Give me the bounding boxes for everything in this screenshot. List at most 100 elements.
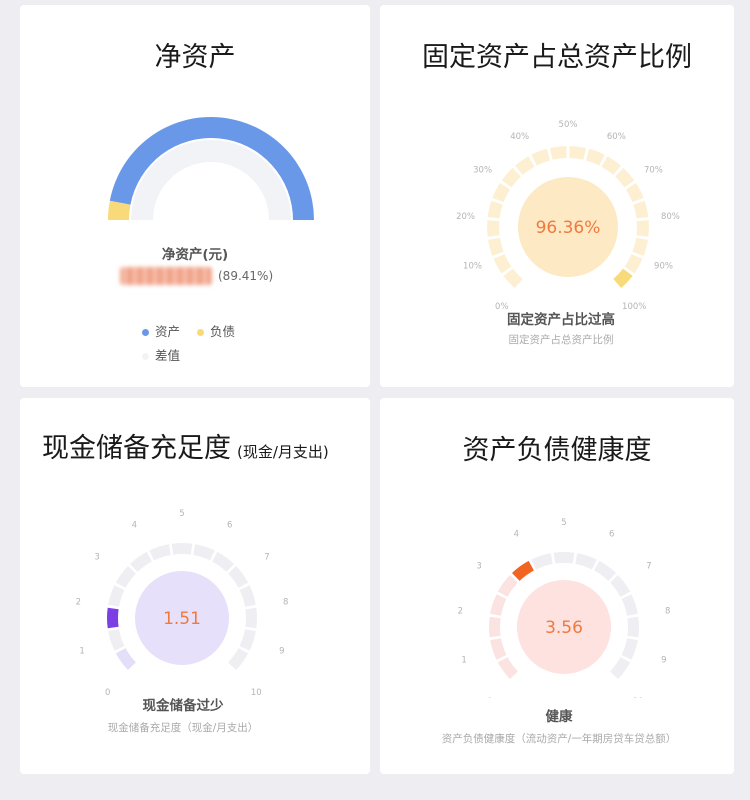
legend-item-difference[interactable]: 差值 — [142, 345, 180, 364]
fixed-ratio-tick-label: 0% — [495, 302, 509, 312]
net-assets-value-row: (89.41%) — [20, 267, 370, 289]
cash-reserve-tick-label: 8 — [283, 598, 288, 608]
fixed-ratio-tick-label: 80% — [661, 212, 680, 222]
cash-reserve-status: 现金储备过少 — [142, 698, 224, 714]
cash-reserve-tick-label: 2 — [76, 598, 81, 608]
fixed-assets-ratio-card: 固定资产占总资产比例 0% 10% 20% 30% 40% 50% 60% 70% 80% 90%… — [380, 5, 734, 387]
fixed-ratio-tick-label: 40% — [510, 132, 529, 142]
health-tick-label: 0 — [487, 697, 492, 698]
cash-reserve-segment — [106, 607, 119, 629]
cash-reserve-segment — [115, 648, 136, 671]
fixed-ratio-segment — [624, 254, 643, 274]
cash-reserve-center-disc — [135, 571, 229, 665]
fixed-ratio-segment — [531, 148, 551, 166]
cash-reserve-tick-label: 7 — [264, 552, 269, 562]
health-segment — [490, 594, 507, 616]
cash-reserve-tick-label: 1 — [79, 646, 84, 656]
health-tick-label: 10 — [633, 697, 644, 698]
fixed-ratio-subtitle: 固定资产占总资产比例 — [508, 334, 614, 346]
legend-item-assets[interactable]: 资产 — [142, 321, 180, 340]
fixed-ratio-segment — [615, 167, 635, 188]
cash-reserve-segment — [193, 544, 215, 561]
fixed-ratio-segment — [632, 237, 648, 256]
health-segment — [610, 574, 631, 597]
fixed-ratio-segment — [493, 254, 512, 274]
health-gauge: 0 1 2 3 4 5 6 7 8 9 10 3.56 — [458, 518, 671, 698]
cash-reserve-segment — [171, 543, 193, 555]
health-segment — [610, 657, 631, 680]
health-tick-label: 5 — [561, 518, 566, 528]
assets-dot-icon — [142, 329, 149, 336]
net-assets-title: 净资产 — [154, 42, 236, 73]
fixed-ratio-segment — [585, 148, 605, 166]
cash-reserve-value: 1.51 — [163, 609, 201, 629]
fixed-ratio-segment — [501, 167, 521, 188]
fixed-ratio-tick-label: 70% — [644, 165, 663, 175]
health-segment — [490, 638, 507, 660]
fixed-ratio-status: 固定资产占比过高 — [507, 312, 615, 328]
cash-reserve-tick-label: 3 — [94, 552, 99, 562]
fixed-ratio-segment — [613, 268, 633, 289]
health-segment — [627, 616, 639, 638]
health-segment — [531, 553, 553, 570]
health-segment — [553, 552, 575, 564]
fixed-ratio-tick-label: 100% — [622, 302, 646, 312]
cash-reserve-segment — [149, 544, 171, 561]
cash-reserve-tick-label: 9 — [279, 646, 284, 656]
cash-reserve-tick-label: 4 — [132, 520, 137, 530]
health-center-disc — [517, 580, 611, 674]
cash-reserve-segment — [239, 585, 256, 607]
fixed-ratio-segment — [514, 156, 535, 175]
cash-reserve-segment — [245, 607, 257, 629]
health-segment — [594, 560, 617, 581]
fixed-ratio-segment — [601, 156, 622, 175]
health-tick-label: 7 — [646, 561, 651, 571]
cash-reserve-subtitle: 现金储备充足度（现金/月支出） — [107, 722, 259, 734]
health-segment — [621, 594, 638, 616]
cash-reserve-segment — [212, 551, 235, 572]
fixed-ratio-segment — [636, 220, 649, 237]
liabilities-arc — [108, 200, 131, 220]
legend-item-liabilities[interactable]: 负债 — [197, 321, 235, 340]
fixed-ratio-segment — [549, 146, 567, 160]
health-tick-label: 3 — [476, 561, 481, 571]
health-tick-label: 8 — [665, 607, 670, 617]
health-tick-label: 4 — [514, 529, 519, 539]
cash-reserve-segment — [228, 648, 249, 671]
health-segment — [497, 574, 518, 597]
health-segment — [575, 553, 597, 570]
fixed-ratio-tick-label: 90% — [654, 262, 673, 272]
health-tick-label: 1 — [461, 655, 466, 665]
fixed-ratio-tick-label: 10% — [463, 262, 482, 272]
fixed-ratio-segment — [492, 183, 511, 203]
health-tick-label: 9 — [661, 655, 666, 665]
cash-reserve-gauge: 0 1 2 3 4 5 6 7 8 9 10 1.51 — [76, 509, 289, 698]
cash-reserve-segment — [129, 551, 152, 572]
fixed-ratio-segment — [488, 237, 504, 256]
difference-dot-icon — [142, 353, 149, 360]
fixed-ratio-center-disc — [518, 177, 618, 277]
health-segment — [511, 560, 534, 581]
cash-reserve-segment — [108, 629, 125, 651]
fixed-ratio-segment — [633, 200, 649, 219]
liabilities-dot-icon — [197, 329, 204, 336]
health-subtitle: 资产负债健康度（流动资产/一年期房贷车贷总额） — [441, 733, 677, 745]
cash-reserve-tick-label: 0 — [105, 688, 110, 698]
fixed-ratio-tick-label: 30% — [473, 165, 492, 175]
health-segment — [497, 657, 518, 680]
net-assets-label: 净资产(元) — [161, 247, 229, 263]
health-segment — [489, 616, 501, 638]
fixed-ratio-tick-label: 50% — [559, 120, 578, 130]
fixed-assets-ratio-gauge: 0% 10% 20% 30% 40% 50% 60% 70% 80% 90% 100% 96.36% — [456, 120, 680, 312]
health-status: 健康 — [545, 709, 573, 725]
difference-arc — [131, 140, 291, 220]
cash-reserve-tick-label: 10 — [251, 688, 262, 698]
net-assets-semicircle-chart — [108, 116, 315, 220]
cash-reserve-tick-label: 5 — [179, 509, 184, 519]
cash-reserve-title-suffix: (现金/月支出) — [237, 443, 329, 461]
net-assets-percent: (89.41%) — [218, 269, 274, 283]
fixed-ratio-tick-label: 20% — [456, 212, 475, 222]
cash-reserve-title: 现金储备充足度 (现金/月支出) — [42, 433, 329, 464]
fixed-ratio-value: 96.36% — [536, 218, 601, 238]
fixed-ratio-segment — [625, 183, 644, 203]
